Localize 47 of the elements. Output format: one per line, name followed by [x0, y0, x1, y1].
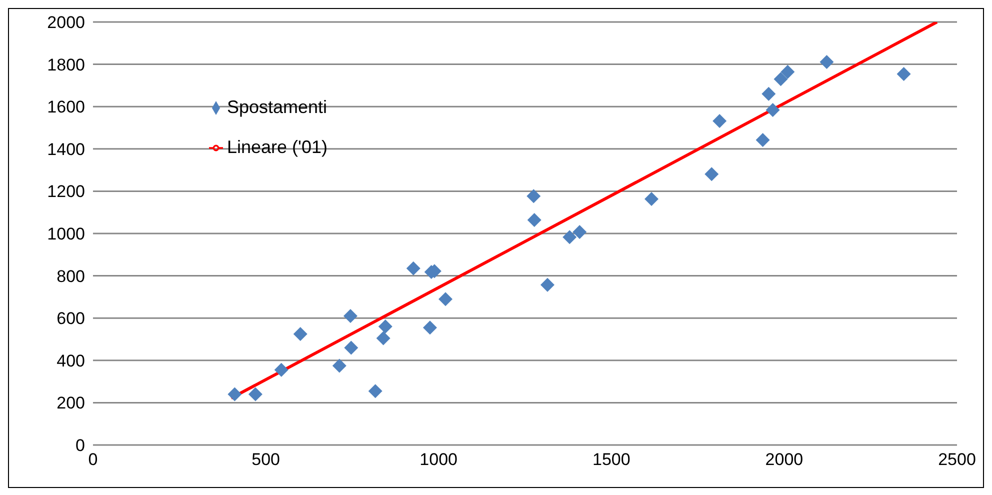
- point: [540, 278, 554, 292]
- point: [293, 326, 308, 341]
- point: [820, 54, 834, 69]
- y-tick-label: 1600: [47, 98, 85, 117]
- point: [368, 384, 382, 398]
- point: [774, 72, 788, 86]
- y-tick-label: 0: [76, 436, 85, 456]
- point: [376, 331, 390, 346]
- x-tick-label: 500: [252, 450, 280, 470]
- point: [343, 308, 358, 323]
- point: [406, 261, 420, 276]
- x-tick-label: 1500: [592, 450, 630, 470]
- point: [572, 225, 587, 240]
- point: [766, 102, 780, 117]
- point: [344, 340, 358, 355]
- point: [526, 189, 541, 204]
- point: [644, 192, 658, 206]
- y-tick-label: 2000: [47, 13, 85, 32]
- point: [378, 320, 392, 334]
- x-tick-label: 1000: [420, 450, 458, 470]
- point: [712, 114, 727, 128]
- point: [527, 212, 542, 227]
- y-tick-label: 1200: [47, 182, 85, 202]
- point: [422, 320, 437, 335]
- point: [438, 292, 453, 306]
- point: [228, 387, 242, 402]
- y-tick-label: 1000: [47, 224, 85, 244]
- x-tick-label: 2500: [938, 450, 976, 470]
- point: [704, 167, 719, 182]
- y-tick-label: 1400: [47, 140, 85, 159]
- y-tick-label: 200: [56, 394, 85, 413]
- y-tick-label: 400: [56, 351, 85, 370]
- point: [896, 67, 911, 82]
- y-tick-label: 1800: [47, 55, 85, 74]
- point: [248, 387, 262, 402]
- y-tick-label: 800: [56, 266, 85, 286]
- y-tick-label: 600: [56, 309, 85, 328]
- point: [756, 133, 770, 148]
- point: [332, 358, 346, 373]
- point: [274, 362, 288, 377]
- x-tick-label: 2000: [765, 450, 804, 470]
- x-tick-label: 0: [88, 450, 98, 470]
- point: [562, 230, 577, 244]
- legend-label: Lineare ('01): [227, 137, 328, 157]
- point: [762, 86, 776, 101]
- point: [780, 64, 795, 79]
- legend-label: Spostamenti: [227, 97, 328, 117]
